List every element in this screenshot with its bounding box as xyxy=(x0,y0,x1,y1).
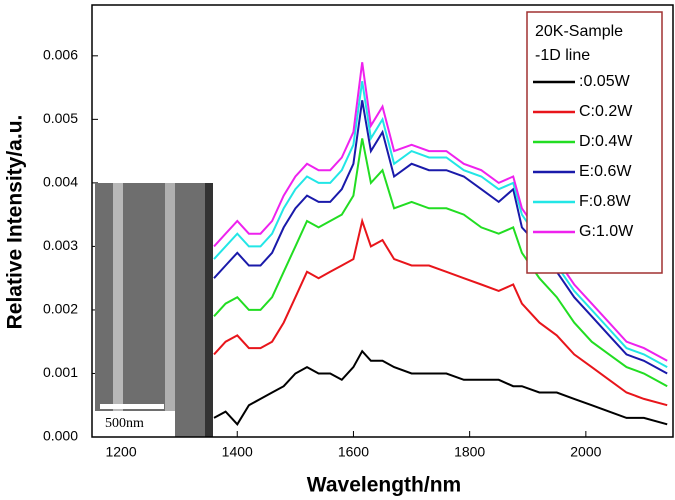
inset-wire xyxy=(165,183,175,437)
inset-image xyxy=(95,183,213,437)
series-line xyxy=(213,81,668,368)
inset-edge xyxy=(205,183,213,437)
legend-label: D:0.4W xyxy=(579,133,633,150)
series-line xyxy=(213,100,668,375)
sem-inset: 500nm xyxy=(95,183,213,437)
series-line xyxy=(213,217,668,407)
legend-label: :0.05W xyxy=(579,73,631,90)
legend-label: G:1.0W xyxy=(579,223,634,240)
x-axis-label: Wavelength/nm xyxy=(307,474,461,497)
legend-title: -1D line xyxy=(535,47,590,64)
legend-label: E:0.6W xyxy=(579,163,632,180)
legend-title: 20K-Sample xyxy=(535,23,623,40)
series-line xyxy=(213,349,668,426)
y-tick-label: 0.002 xyxy=(43,301,78,317)
scale-bar xyxy=(100,404,164,409)
x-tick-label: 1400 xyxy=(222,444,253,460)
y-tick-label: 0.001 xyxy=(43,364,78,380)
legend-label: C:0.2W xyxy=(579,103,633,120)
x-tick-label: 1200 xyxy=(105,444,136,460)
y-tick-label: 0.005 xyxy=(43,110,78,126)
y-tick-label: 0.004 xyxy=(43,174,78,190)
x-tick-label: 1800 xyxy=(454,444,485,460)
inset-label-bg xyxy=(95,411,175,437)
y-tick-label: 0.000 xyxy=(43,428,78,444)
y-tick-label: 0.003 xyxy=(43,237,78,253)
series-line xyxy=(213,138,668,388)
legend-label: F:0.8W xyxy=(579,193,631,210)
series-line xyxy=(213,62,668,362)
x-tick-label: 1600 xyxy=(338,444,369,460)
plot-frame xyxy=(91,4,674,438)
x-tick-label: 2000 xyxy=(570,444,601,460)
inset-wire xyxy=(113,183,123,437)
y-tick-label: 0.006 xyxy=(43,47,78,63)
inset-label: 500nm xyxy=(105,416,144,431)
y-axis-label: Relative Intensity/a.u. xyxy=(4,115,27,330)
